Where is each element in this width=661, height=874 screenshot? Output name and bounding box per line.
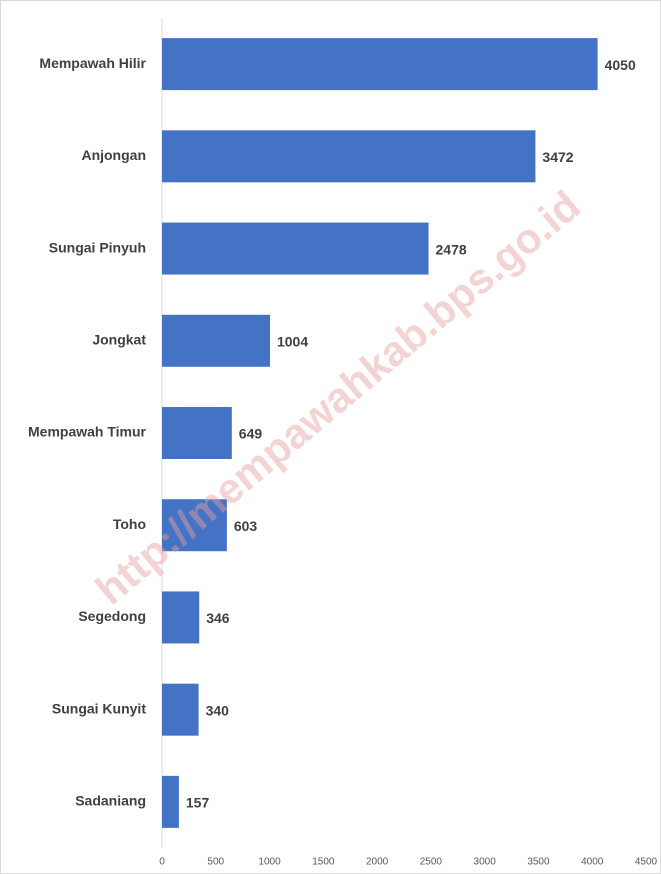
data-label: 603 (234, 518, 258, 534)
x-tick-label: 500 (207, 857, 224, 868)
x-tick-label: 2000 (366, 857, 389, 868)
y-tick-label: Segedong (78, 608, 146, 624)
data-label: 157 (186, 795, 210, 811)
x-tick-label: 4000 (581, 857, 604, 868)
x-tick-label: 1500 (312, 857, 335, 868)
x-tick-label: 3000 (474, 857, 497, 868)
x-tick-label: 0 (159, 857, 165, 868)
data-label: 340 (206, 702, 230, 718)
bar (162, 775, 179, 828)
data-label: 4050 (605, 57, 636, 73)
bar (162, 591, 200, 644)
bar (162, 683, 199, 736)
y-tick-label: Mempawah Hilir (39, 55, 146, 71)
y-tick-label: Anjongan (81, 147, 146, 163)
y-tick-label: Sadaniang (75, 793, 146, 809)
bar (162, 314, 270, 367)
y-tick-label: Sungai Kunyit (52, 700, 146, 716)
y-tick-label: Toho (113, 516, 146, 532)
data-label: 649 (239, 426, 263, 442)
data-label: 3472 (542, 149, 573, 165)
data-label: 1004 (277, 333, 308, 349)
bar (162, 407, 232, 459)
y-tick-label: Sungai Pinyuh (49, 239, 146, 255)
bar (162, 130, 536, 183)
bar (162, 38, 598, 91)
x-tick-label: 3500 (527, 857, 550, 868)
y-tick-label: Jongkat (92, 331, 146, 347)
y-tick-label: Mempawah Timur (28, 424, 147, 440)
x-tick-label: 1000 (258, 857, 281, 868)
data-label: 2478 (436, 241, 467, 257)
x-tick-label: 4500 (635, 857, 658, 868)
bar (162, 222, 429, 275)
bar (162, 499, 227, 552)
data-label: 346 (206, 610, 230, 626)
x-tick-label: 2500 (420, 857, 443, 868)
